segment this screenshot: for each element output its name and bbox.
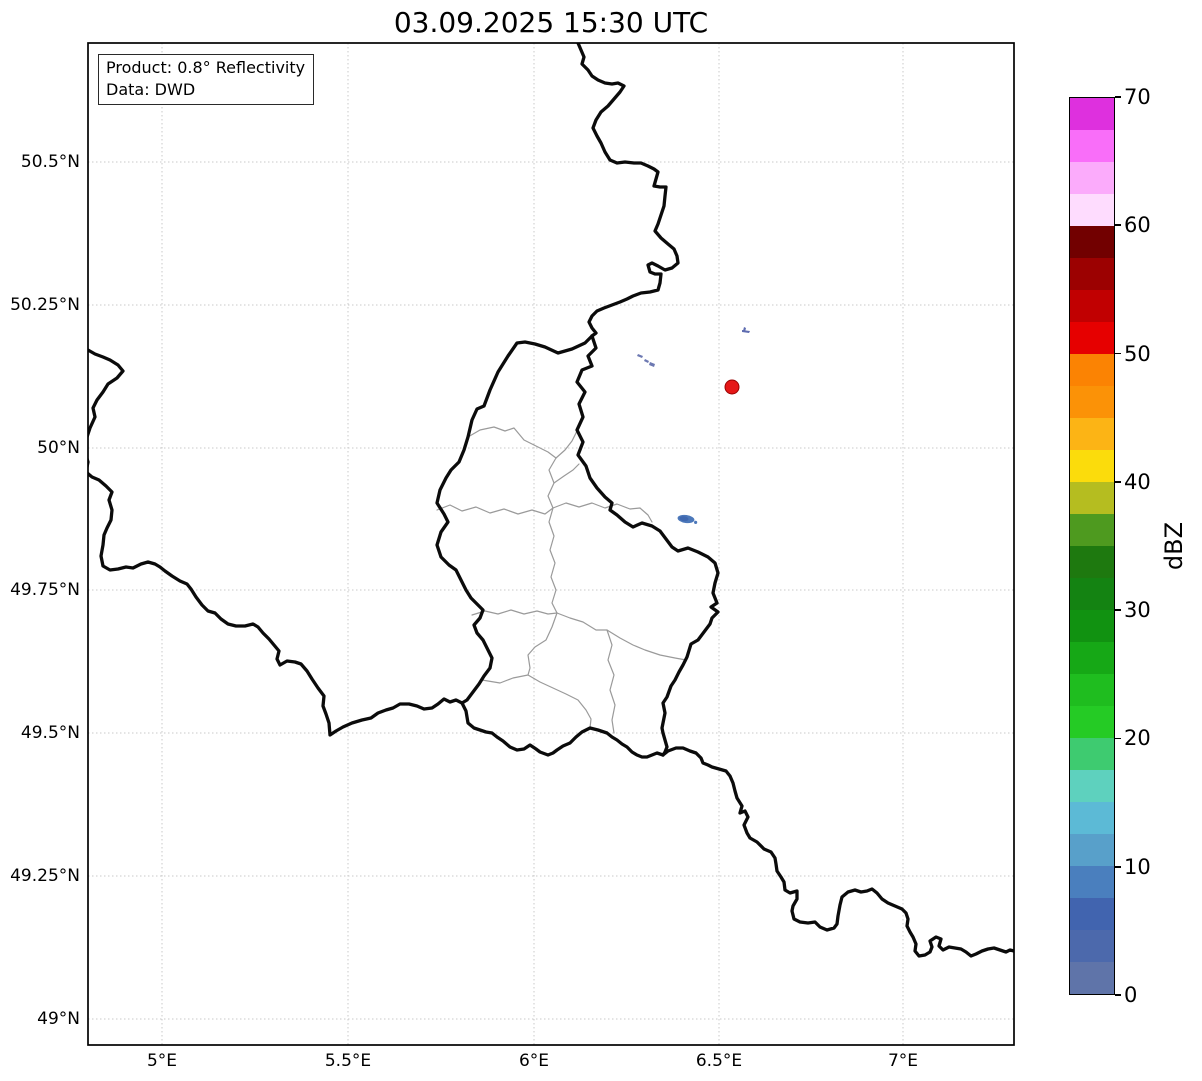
y-tick-label: 50.5°N <box>20 152 80 172</box>
graticule <box>88 43 1014 1045</box>
canton-border <box>471 609 558 616</box>
colorbar-segment <box>1070 514 1114 546</box>
colorbar-segment <box>1070 322 1114 354</box>
colorbar-tick-label: 30 <box>1124 598 1151 623</box>
colorbar-segment <box>1070 738 1114 770</box>
map-frame <box>87 42 1015 1046</box>
colorbar-segment <box>1070 898 1114 930</box>
radar-echo <box>649 362 655 367</box>
canton-border <box>467 426 557 459</box>
x-tick-label: 5.5°E <box>324 1051 372 1071</box>
radar-echo-fragment <box>694 520 698 524</box>
radar-echo <box>742 330 750 333</box>
colorbar-segment <box>1070 450 1114 482</box>
colorbar-segment <box>1070 130 1114 162</box>
colorbar-tick <box>1115 224 1121 227</box>
y-tick-label: 49.75°N <box>10 580 80 600</box>
country-border-fr-be <box>88 348 464 737</box>
radar-echo-cell-core <box>679 516 689 522</box>
colorbar-tick-label: 10 <box>1124 854 1151 879</box>
y-tick-label: 50.25°N <box>10 295 80 315</box>
x-tick-label: 5°E <box>146 1051 178 1071</box>
colorbar-tick <box>1115 994 1121 996</box>
colorbar-segment <box>1070 674 1114 706</box>
colorbar-tick-label: 0 <box>1124 983 1138 1007</box>
y-tick-label: 50°N <box>37 438 80 458</box>
product-info-box: Product: 0.8° Reflectivity Data: DWD <box>98 54 315 106</box>
product-info-line1: Product: 0.8° Reflectivity <box>106 58 306 77</box>
colorbar-segment <box>1070 962 1114 994</box>
colorbar-tick-label: 60 <box>1124 213 1151 238</box>
colorbar-tick <box>1115 352 1121 355</box>
colorbar-tick-label: 50 <box>1124 341 1151 366</box>
country-border-lu-de <box>575 334 720 757</box>
country-border-lu-fr <box>460 701 665 759</box>
country-borders <box>88 43 1014 958</box>
canton-border <box>548 507 558 614</box>
country-border-be-de <box>576 43 680 338</box>
y-tick-label: 49.25°N <box>10 866 80 886</box>
canton-border <box>556 612 687 661</box>
canton-border <box>553 463 580 484</box>
y-tick-label: 49°N <box>37 1009 80 1029</box>
colorbar-segment <box>1070 546 1114 578</box>
colorbar-axis-label: dBZ <box>1160 521 1188 571</box>
radar-echo-weak <box>637 354 655 367</box>
y-tick-label: 49.5°N <box>20 723 80 743</box>
x-tick-label: 7°E <box>887 1051 919 1071</box>
canton-border <box>552 502 653 523</box>
colorbar-segment <box>1070 866 1114 898</box>
colorbar-segment <box>1070 706 1114 738</box>
colorbar-tick <box>1115 481 1121 483</box>
colorbar-segment <box>1070 642 1114 674</box>
radar-echo <box>637 354 643 358</box>
x-tick-label: 6°E <box>518 1051 550 1071</box>
x-tick-label: 6.5°E <box>695 1051 743 1071</box>
canton-border <box>481 612 558 684</box>
colorbar-segment <box>1070 578 1114 610</box>
radar-site-dot <box>724 379 740 395</box>
canton-border <box>606 629 616 734</box>
country-border-fr-de <box>661 746 1014 958</box>
colorbar-segment <box>1070 418 1114 450</box>
colorbar <box>1069 97 1115 995</box>
colorbar-segment <box>1070 770 1114 802</box>
colorbar-segment <box>1070 482 1114 514</box>
colorbar-segment <box>1070 610 1114 642</box>
canton-border <box>436 504 554 515</box>
plot-title: 03.09.2025 15:30 UTC <box>393 6 709 39</box>
colorbar-tick-label: 40 <box>1124 469 1151 494</box>
colorbar-tick-label: 70 <box>1124 85 1151 109</box>
product-info-line2: Data: DWD <box>106 80 196 100</box>
canton-border <box>555 430 578 459</box>
colorbar-tick <box>1115 609 1121 611</box>
colorbar-tick <box>1115 96 1121 98</box>
canton-border <box>527 674 592 729</box>
colorbar-segment <box>1070 98 1114 130</box>
colorbar-tick <box>1115 865 1121 868</box>
colorbar-segment <box>1070 354 1114 386</box>
colorbar-segment <box>1070 386 1114 418</box>
district-borders <box>436 426 687 734</box>
colorbar-tick <box>1115 737 1121 740</box>
colorbar-segment <box>1070 194 1114 226</box>
colorbar-segment <box>1070 290 1114 322</box>
colorbar-tick-label: 20 <box>1124 726 1151 751</box>
radar-echoes <box>637 327 750 524</box>
colorbar-segment <box>1070 226 1114 258</box>
colorbar-segment <box>1070 834 1114 866</box>
colorbar-segment <box>1070 162 1114 194</box>
colorbar-segment <box>1070 930 1114 962</box>
radar-echo-light <box>742 327 750 333</box>
colorbar-segment <box>1070 802 1114 834</box>
country-border-lu-be <box>435 334 594 705</box>
radar-echo <box>644 359 649 363</box>
colorbar-segment <box>1070 258 1114 290</box>
